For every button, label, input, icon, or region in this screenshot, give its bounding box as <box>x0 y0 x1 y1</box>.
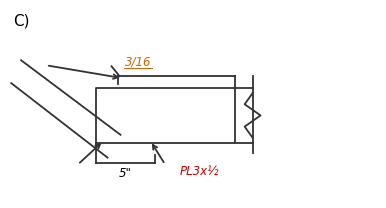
Text: C): C) <box>13 14 30 29</box>
Text: 5": 5" <box>119 167 132 180</box>
Text: PL3x½: PL3x½ <box>180 165 220 178</box>
Text: 3/16: 3/16 <box>125 55 152 68</box>
